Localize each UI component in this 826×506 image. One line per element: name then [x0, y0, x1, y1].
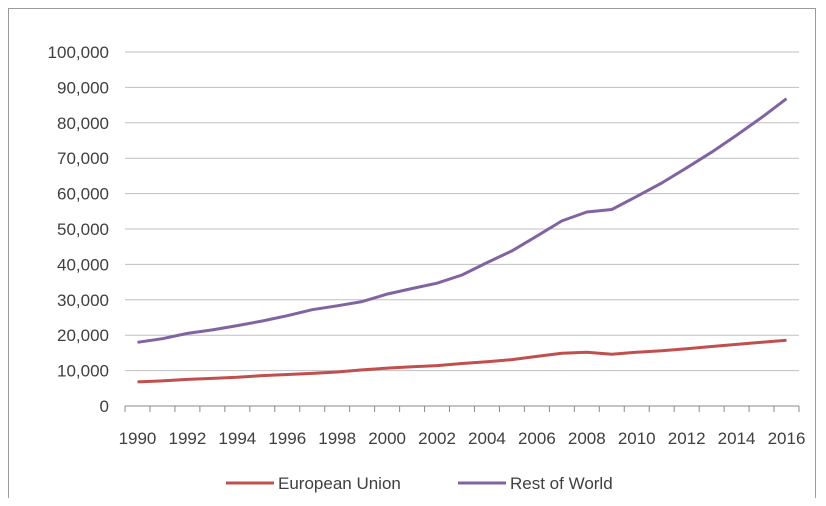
x-tick-label: 2000	[368, 429, 406, 448]
y-tick-label: 40,000	[57, 255, 109, 274]
y-tick-label: 0	[100, 397, 109, 416]
y-axis-tick-labels: 0 10,000 20,000 30,000 40,000 50,000 60,000 70,…	[48, 43, 109, 416]
x-tick-label: 1998	[318, 429, 356, 448]
x-tick-label: 2014	[718, 429, 756, 448]
x-tick-label: 2016	[768, 429, 806, 448]
legend-label: Rest of World	[510, 474, 613, 493]
x-tick-label: 2004	[468, 429, 506, 448]
series-lines	[138, 99, 787, 382]
series-line-european-union	[138, 340, 787, 382]
y-tick-label: 50,000	[57, 220, 109, 239]
x-tick-label: 2002	[418, 429, 456, 448]
gridlines	[125, 52, 799, 371]
x-tick-label: 1994	[218, 429, 256, 448]
x-tick-label: 2008	[568, 429, 606, 448]
y-tick-label: 80,000	[57, 114, 109, 133]
x-tick-label: 1996	[268, 429, 306, 448]
y-tick-label: 100,000	[48, 43, 109, 62]
x-tick-label: 2010	[618, 429, 656, 448]
x-tick-label: 1992	[168, 429, 206, 448]
y-tick-label: 10,000	[57, 362, 109, 381]
y-tick-label: 60,000	[57, 185, 109, 204]
y-tick-label: 20,000	[57, 326, 109, 345]
y-tick-label: 70,000	[57, 149, 109, 168]
x-tick-label: 1990	[119, 429, 157, 448]
legend: European Union Rest of World	[226, 474, 613, 493]
x-tick-label: 2012	[668, 429, 706, 448]
x-tick-label: 2006	[518, 429, 556, 448]
y-tick-label: 90,000	[57, 78, 109, 97]
x-axis-ticks: 1990 1992 1994 1996 1998 2000 2002 2004 2006 2008…	[119, 406, 806, 448]
legend-label: European Union	[278, 474, 401, 493]
series-line-rest-of-world	[138, 99, 787, 343]
y-tick-label: 30,000	[57, 291, 109, 310]
